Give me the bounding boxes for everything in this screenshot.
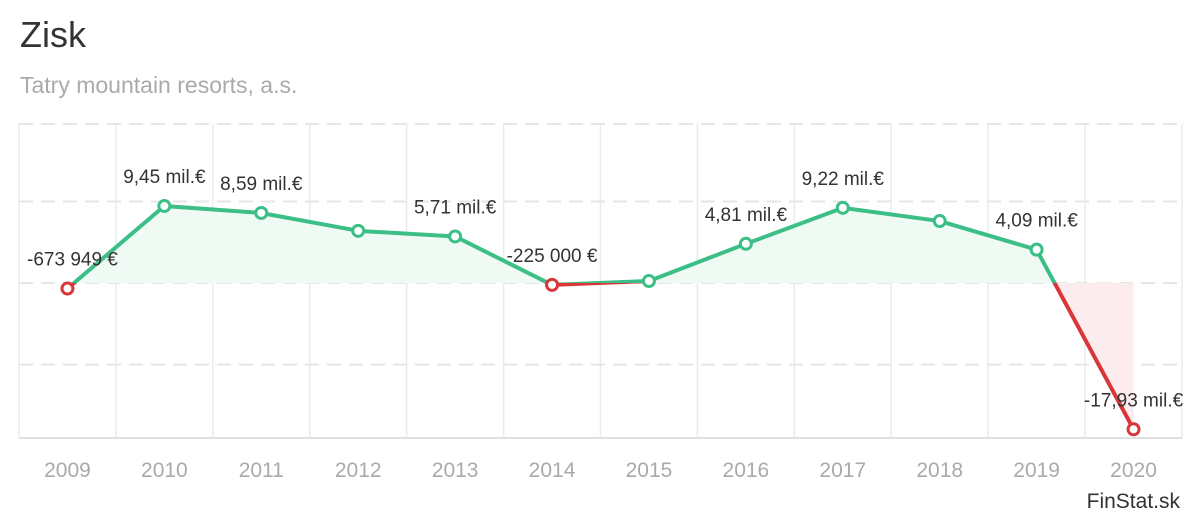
x-tick-label: 2017 [819, 459, 866, 482]
data-label: 4,09 mil.€ [995, 211, 1078, 232]
positive-line [70, 203, 1057, 283]
data-label: 9,45 mil.€ [123, 167, 206, 188]
data-point [1029, 242, 1044, 257]
x-tick-label: 2015 [626, 459, 673, 482]
x-tick-label: 2011 [239, 459, 284, 482]
x-tick-label: 2014 [529, 459, 576, 482]
data-point [254, 205, 269, 220]
data-point [1126, 422, 1141, 437]
data-label: -17,93 mil.€ [1084, 390, 1184, 411]
data-point [738, 236, 753, 251]
x-axis: 2009 2010 2011 2012 2013 2014 2015 2016 2017 2018… [44, 459, 1157, 482]
data-point [641, 274, 656, 288]
data-point [351, 223, 366, 238]
data-labels: -673 949 € 9,45 mil.€ 8,59 mil.€ 5,71 mil.€… [27, 167, 1184, 411]
data-point [835, 200, 850, 215]
data-label: 8,59 mil.€ [220, 174, 303, 195]
points [60, 198, 1141, 437]
data-point [545, 277, 560, 292]
x-tick-label: 2019 [1013, 459, 1060, 482]
chart-title: Zisk [20, 14, 86, 55]
data-label: -225 000 € [507, 246, 598, 267]
data-label: 4,81 mil.€ [705, 205, 788, 226]
x-tick-label: 2013 [432, 459, 479, 482]
data-point [157, 198, 172, 213]
data-label: 5,71 mil.€ [414, 197, 497, 218]
data-point [60, 281, 75, 296]
data-point [932, 214, 947, 229]
chart-subtitle: Tatry mountain resorts, a.s. [20, 72, 298, 98]
x-tick-label: 2012 [335, 459, 382, 482]
x-tick-label: 2010 [141, 459, 188, 482]
finstat-credit-link[interactable]: FinStat.sk [1086, 490, 1180, 513]
x-tick-label: 2018 [916, 459, 963, 482]
x-tick-label: 2016 [723, 459, 770, 482]
data-label: -673 949 € [27, 250, 118, 271]
data-point [448, 229, 463, 244]
x-tick-label: 2020 [1110, 459, 1157, 482]
x-tick-label: 2009 [44, 459, 91, 482]
lines [66, 203, 1136, 431]
data-label: 9,22 mil.€ [802, 169, 885, 190]
